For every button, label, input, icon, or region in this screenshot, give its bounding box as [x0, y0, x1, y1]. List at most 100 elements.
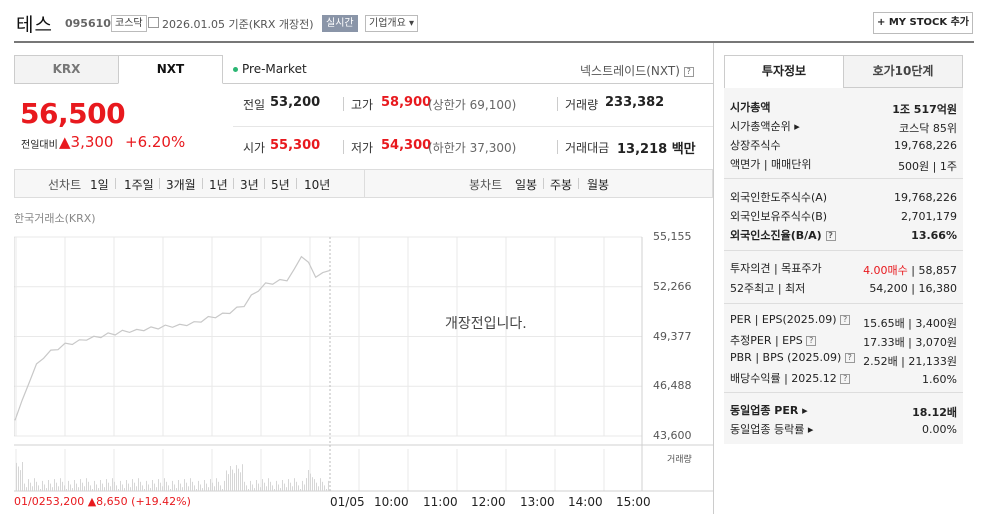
y-tick-label: 55,155	[653, 230, 692, 243]
volume-bar	[158, 479, 159, 491]
volume-bar	[44, 484, 45, 491]
open-label: 시가	[243, 141, 266, 155]
help-icon[interactable]: ?	[840, 315, 851, 325]
volume-bar	[280, 488, 281, 491]
help-icon[interactable]: ?	[840, 374, 851, 384]
period-3m-button[interactable]: 3개월	[166, 178, 196, 192]
volume-bar	[274, 489, 275, 491]
price-chart[interactable]	[14, 225, 713, 495]
prev-day-info: 01/0253,200 ▲8,650 (+19.42%)	[14, 495, 191, 508]
volume-bar	[206, 483, 207, 491]
volume-bar	[250, 480, 251, 491]
volume-bar	[138, 478, 139, 491]
volume-bar	[166, 481, 167, 491]
period-1y-button[interactable]: 1년	[209, 178, 228, 192]
volume-bar	[182, 487, 183, 491]
divider	[578, 178, 579, 189]
candle-daily-button[interactable]: 일봉	[515, 178, 538, 192]
volume-bar	[324, 485, 325, 491]
tab-invest-info[interactable]: 투자정보	[724, 55, 844, 88]
low-value: 54,300	[381, 138, 432, 153]
change-label: 전일대비	[21, 140, 58, 151]
volume-bar	[54, 479, 55, 491]
volume-bar	[22, 462, 23, 491]
period-1d-button[interactable]: 1일	[90, 178, 109, 192]
volume-bar	[212, 482, 213, 491]
volume-bar	[28, 479, 29, 491]
period-3y-button[interactable]: 3년	[240, 178, 259, 192]
high-value: 58,900	[381, 95, 432, 110]
market-cap-rank-label[interactable]: 시가총액순위 ▸	[730, 120, 800, 133]
volume-bar	[314, 479, 315, 491]
volume-bar	[66, 489, 67, 491]
period-10y-button[interactable]: 10년	[304, 178, 331, 192]
volume-bar	[82, 482, 83, 491]
dividend-yield-label: 배당수익률 | 2025.12 ?	[730, 370, 851, 386]
volume-bar	[246, 485, 247, 491]
volume-bar	[164, 478, 165, 491]
volume-bar	[260, 487, 261, 491]
nxt-info[interactable]: 넥스트레이드(NXT) ?	[580, 62, 694, 79]
volume-bar	[30, 482, 31, 491]
volume-bar	[128, 483, 129, 491]
pbr-bps-label: PBR | BPS (2025.09) ?	[730, 351, 855, 364]
volume-bar	[26, 487, 27, 491]
volume-bar	[168, 485, 169, 491]
industry-change-label[interactable]: 동일업종 등락률 ▸	[730, 423, 814, 436]
market-closed-message: 개장전입니다.	[445, 316, 527, 332]
divider	[364, 170, 365, 197]
volume-bar	[92, 489, 93, 491]
volume-bar	[110, 486, 111, 491]
volume-bar	[286, 487, 287, 491]
volume-bar	[64, 485, 65, 491]
volume-bar	[316, 482, 317, 491]
help-icon[interactable]: ?	[844, 353, 855, 363]
high-label: 고가	[351, 98, 374, 112]
divider	[115, 178, 116, 189]
x-tick-label: 12:00	[471, 495, 506, 509]
volume-bar	[214, 486, 215, 491]
listed-shares-value: 19,768,226	[894, 139, 957, 152]
candle-monthly-button[interactable]: 월봉	[587, 178, 610, 192]
tab-order-book[interactable]: 호가10단계	[843, 55, 963, 88]
realtime-button[interactable]: 실시간	[322, 15, 358, 32]
period-1w-button[interactable]: 1주일	[124, 178, 154, 192]
industry-per-label[interactable]: 동일업종 PER ▸	[730, 404, 808, 417]
divider	[159, 178, 160, 189]
volume-bar	[32, 486, 33, 491]
volume-bar	[232, 469, 233, 491]
volume-bar	[170, 489, 171, 491]
volume-bar	[176, 488, 177, 491]
period-5y-button[interactable]: 5년	[271, 178, 290, 192]
help-icon[interactable]: ?	[683, 66, 694, 77]
company-overview-dropdown[interactable]: 기업개요 ▾	[365, 15, 418, 32]
opinion-value: 4.00매수	[863, 264, 908, 277]
change-rate: +6.20%	[125, 133, 186, 151]
volume-bar	[294, 478, 295, 491]
tab-krx[interactable]: KRX	[14, 55, 119, 84]
volume-bar	[262, 479, 263, 491]
candle-chart-label: 봉차트	[469, 178, 503, 192]
chart-grid	[14, 236, 713, 492]
industry-per-value: 18.12배	[912, 406, 957, 419]
par-value-value: 500원 | 1주	[898, 160, 957, 173]
help-icon[interactable]: ?	[825, 231, 836, 241]
panel-divider	[713, 43, 714, 514]
help-icon[interactable]: ?	[806, 336, 817, 346]
candle-weekly-button[interactable]: 주봉	[550, 178, 573, 192]
volume-bar	[134, 482, 135, 491]
volume-bar	[220, 485, 221, 491]
divider	[724, 250, 963, 251]
52w-high-low-value: 54,200 | 16,380	[869, 282, 957, 295]
volume-bar	[234, 473, 235, 491]
volume-bar	[296, 481, 297, 491]
volume-bar	[70, 484, 71, 491]
volume-bar	[192, 481, 193, 491]
volume-bar	[76, 483, 77, 491]
price-line	[14, 255, 331, 421]
divider	[233, 178, 234, 189]
tab-nxt[interactable]: NXT	[118, 55, 223, 84]
volume-bar	[150, 488, 151, 491]
volume-value: 233,382	[605, 95, 665, 110]
add-my-stock-button[interactable]: + MY STOCK 추가	[873, 12, 973, 34]
